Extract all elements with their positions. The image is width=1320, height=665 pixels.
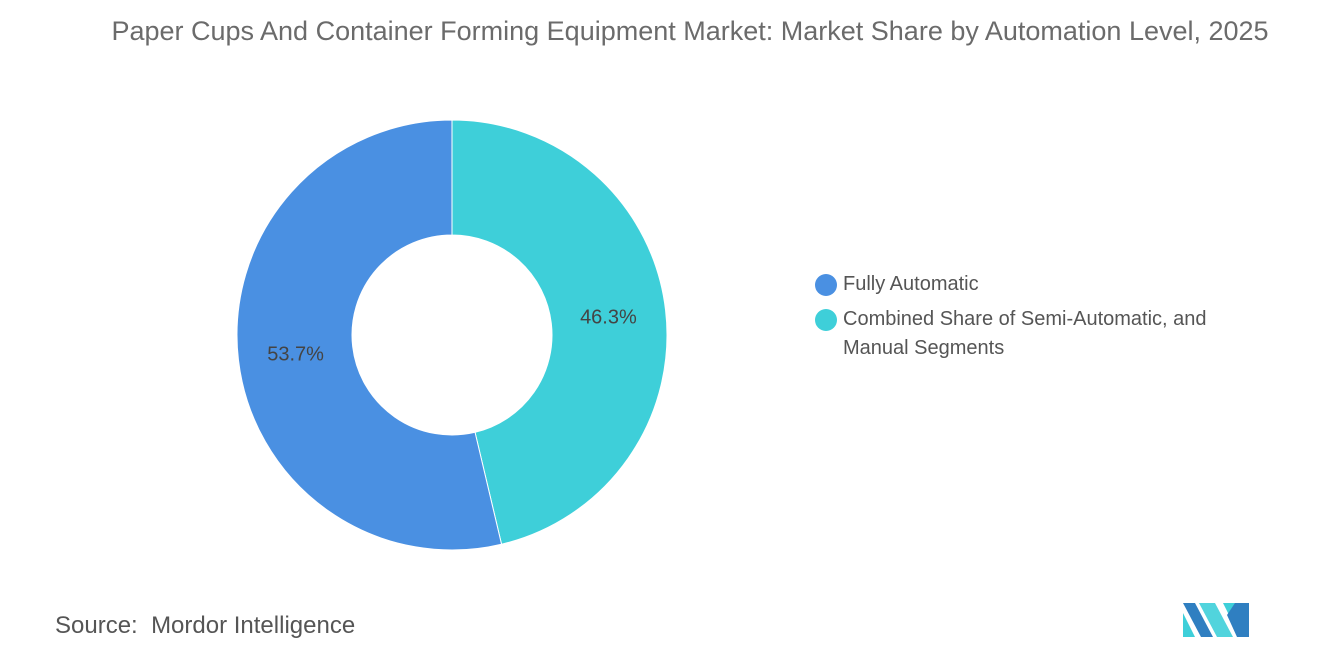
slice-combined-share-of-semi-automatic-and-manual-segments (451, 119, 668, 545)
mordor-intelligence-logo (1183, 603, 1249, 637)
legend-label: Combined Share of Semi-Automatic, and Ma… (843, 308, 1207, 359)
legend-item-fully-automatic: Fully Automatic (815, 270, 1263, 299)
legend-label: Fully Automatic (843, 273, 979, 295)
data-label: 53.7% (267, 343, 324, 365)
source-note: Source: Mordor Intelligence (55, 612, 355, 640)
slice-fully-automatic (236, 119, 503, 551)
legend-swatch (815, 309, 837, 331)
source-value: Mordor Intelligence (151, 612, 356, 639)
legend: Fully Automatic Combined Share of Semi-A… (815, 270, 1263, 369)
chart-title: Paper Cups And Container Forming Equipme… (111, 16, 1269, 46)
source-label: Source: (55, 612, 138, 639)
legend-swatch (815, 274, 837, 296)
legend-item-semi-manual: Combined Share of Semi-Automatic, and Ma… (815, 305, 1263, 363)
data-label: 46.3% (580, 307, 637, 329)
